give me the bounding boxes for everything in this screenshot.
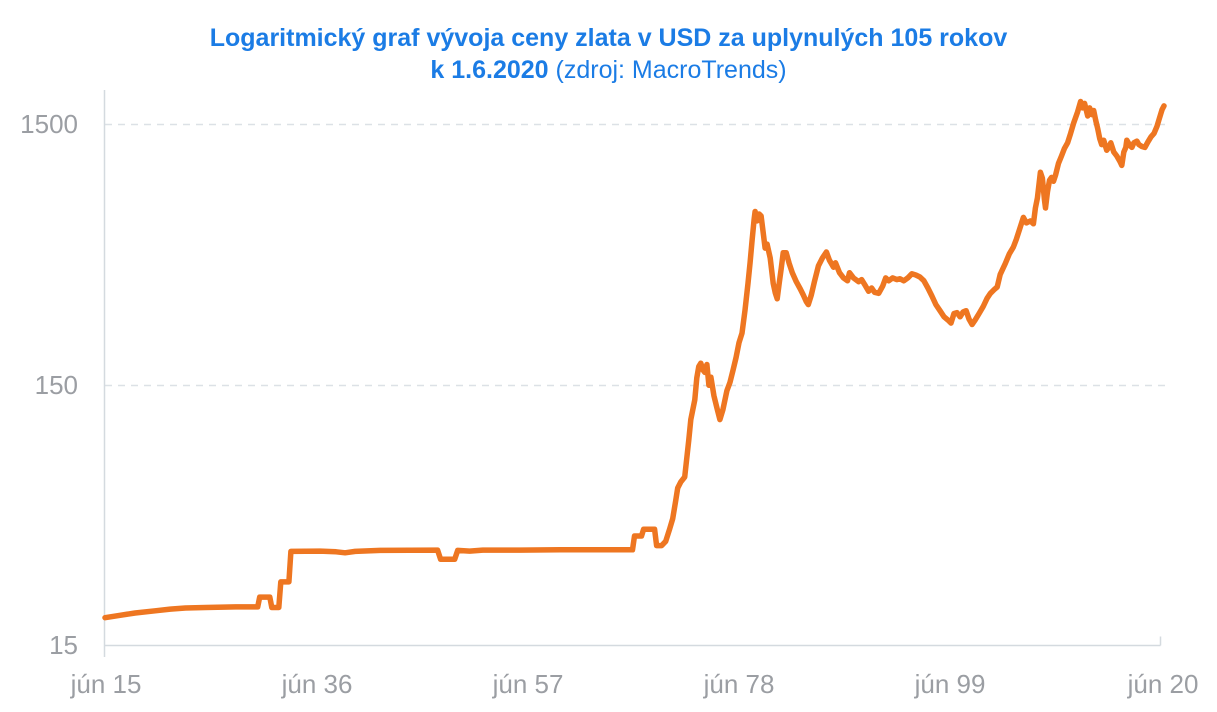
chart-title: Logaritmický graf vývoja ceny zlata v US… xyxy=(0,22,1217,86)
chart-title-date: k 1.6.2020 xyxy=(430,56,549,84)
chart-title-line2: k 1.6.2020 (zdroj: MacroTrends) xyxy=(0,54,1217,86)
chart-title-source: (zdroj: MacroTrends) xyxy=(555,56,787,84)
x-tick-jun-15: jún 15 xyxy=(70,669,142,699)
x-tick-jun-78: jún 78 xyxy=(703,669,775,699)
y-tick-1500: 1500 xyxy=(20,109,78,139)
price-line xyxy=(102,98,1167,621)
x-tick-jun-99: jún 99 xyxy=(914,669,986,699)
y-tick-150: 150 xyxy=(35,370,78,400)
x-tick-jun-57: jún 57 xyxy=(492,669,564,699)
y-tick-15: 15 xyxy=(49,630,78,660)
x-tick-jun-36: jún 36 xyxy=(281,669,353,699)
x-tick-jun-20: jún 20 xyxy=(1127,669,1199,699)
chart-title-line1: Logaritmický graf vývoja ceny zlata v US… xyxy=(209,24,1008,52)
